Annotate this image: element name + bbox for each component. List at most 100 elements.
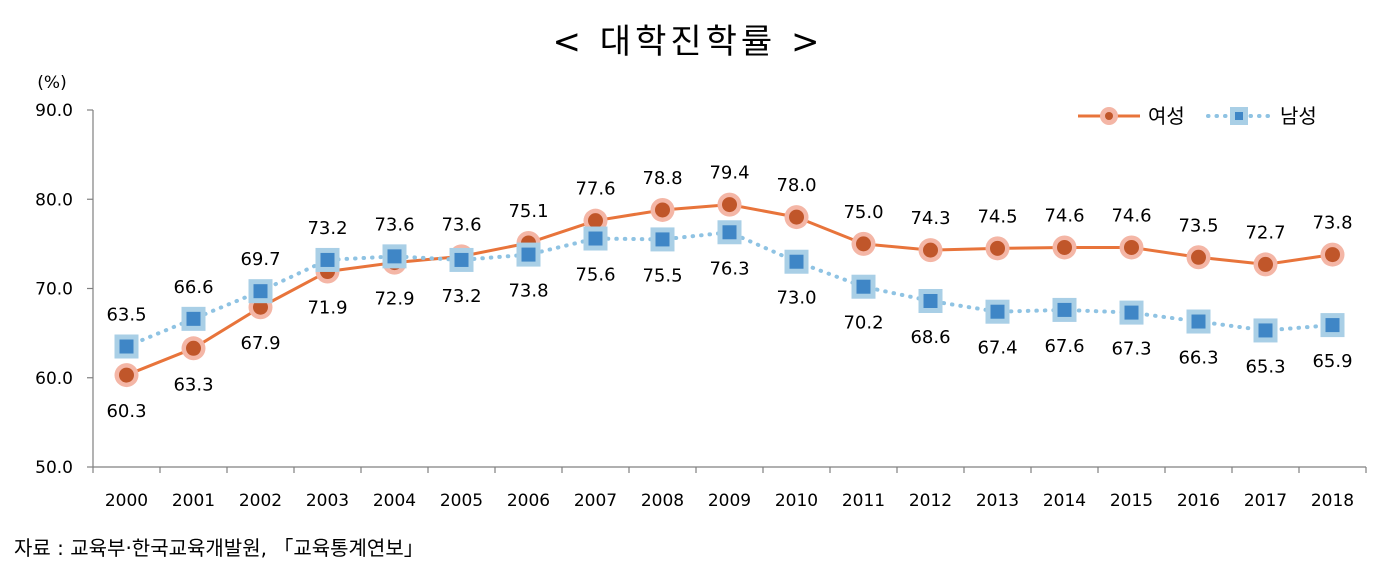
data-point-female [789, 209, 804, 225]
x-tick-label: 2003 [306, 491, 349, 511]
data-point-male [1325, 318, 1340, 333]
data-label-male: 67.6 [1044, 336, 1084, 357]
data-point-female [119, 367, 134, 383]
data-point-female [856, 236, 871, 252]
data-point-female [1258, 256, 1273, 272]
legend-label-male: 남성 [1280, 104, 1317, 128]
data-point-female [1124, 239, 1139, 255]
data-label-male: 67.4 [977, 338, 1017, 359]
data-label-male: 73.2 [307, 218, 347, 239]
data-label-female: 71.9 [307, 298, 347, 319]
x-tick-label: 2012 [909, 491, 952, 511]
data-point-female [923, 242, 938, 258]
data-point-male [186, 311, 201, 326]
source-note: 자료 : 교육부·한국교육개발원, 「교육통계연보」 [14, 536, 424, 560]
data-label-female: 74.6 [1111, 205, 1151, 226]
x-tick-label: 2018 [1311, 491, 1354, 511]
data-label-male: 66.6 [173, 277, 213, 298]
data-label-male: 66.3 [1178, 348, 1218, 369]
data-label-male: 70.2 [843, 313, 883, 334]
data-label-male: 73.6 [374, 214, 414, 235]
data-label-female: 72.9 [374, 289, 414, 310]
x-tick-label: 2008 [641, 491, 684, 511]
x-tick-label: 2000 [105, 491, 148, 511]
data-label-female: 75.0 [843, 202, 883, 223]
x-tick-label: 2017 [1244, 491, 1287, 511]
x-tick-label: 2010 [775, 491, 818, 511]
data-point-male [387, 249, 402, 264]
x-tick-label: 2002 [239, 491, 282, 511]
data-label-male: 73.8 [508, 281, 548, 302]
data-point-male [1057, 302, 1072, 317]
data-point-male [856, 279, 871, 294]
data-point-male [1258, 323, 1273, 338]
data-point-male [655, 232, 670, 247]
y-tick-label: 50.0 [35, 458, 73, 478]
data-point-male [1191, 314, 1206, 329]
data-label-female: 74.3 [910, 208, 950, 229]
y-tick-label: 80.0 [35, 190, 73, 210]
data-label-female: 67.9 [240, 333, 280, 354]
data-label-male: 67.3 [1111, 339, 1151, 360]
data-label-male: 76.3 [709, 258, 749, 279]
data-label-female: 74.5 [977, 206, 1017, 227]
data-label-female: 72.7 [1245, 222, 1285, 243]
data-point-female [1325, 247, 1340, 263]
x-tick-label: 2005 [440, 491, 483, 511]
y-unit-label: (%) [37, 73, 66, 93]
data-point-female [1191, 249, 1206, 265]
data-point-female [253, 299, 268, 315]
data-point-male [990, 304, 1005, 319]
data-label-female: 60.3 [106, 401, 146, 422]
data-label-male: 65.3 [1245, 356, 1285, 377]
data-label-male: 75.6 [575, 265, 615, 286]
x-tick-label: 2016 [1177, 491, 1220, 511]
data-label-female: 78.0 [776, 175, 816, 196]
legend-label-female: 여성 [1148, 104, 1185, 128]
data-point-female [655, 202, 670, 218]
data-label-female: 75.1 [508, 201, 548, 222]
x-tick-label: 2009 [708, 491, 751, 511]
x-tick-label: 2004 [373, 491, 416, 511]
data-label-female: 73.5 [1178, 215, 1218, 236]
data-point-female [722, 197, 737, 213]
y-tick-label: 70.0 [35, 280, 73, 300]
data-point-female [1057, 239, 1072, 255]
data-point-male [923, 293, 938, 308]
x-tick-label: 2007 [574, 491, 617, 511]
data-label-female: 79.4 [709, 163, 749, 184]
legend-marker-female [1105, 112, 1113, 120]
data-label-female: 74.6 [1044, 205, 1084, 226]
data-point-male [588, 231, 603, 246]
x-tick-label: 2006 [507, 491, 550, 511]
series-markers [114, 192, 1345, 388]
y-tick-label: 90.0 [35, 101, 73, 121]
data-point-female [186, 340, 201, 356]
data-label-female: 77.6 [575, 179, 615, 200]
data-label-male: 65.9 [1312, 351, 1352, 372]
data-point-male [1124, 305, 1139, 320]
data-point-male [119, 339, 134, 354]
data-point-female [588, 213, 603, 229]
data-point-male [320, 252, 335, 267]
data-labels: 60.3 63.5 63.3 66.6 67.9 69.7 71.9 73.2 72.9 73.6… [106, 163, 1352, 422]
data-point-female [990, 240, 1005, 256]
data-label-male: 73.0 [776, 288, 816, 309]
data-label-female: 63.3 [173, 374, 213, 395]
x-tick-label: 2015 [1110, 491, 1153, 511]
data-point-male [722, 225, 737, 240]
legend: 여성 남성 [1078, 104, 1317, 128]
y-tick-label: 60.0 [35, 369, 73, 389]
data-point-male [253, 284, 268, 299]
data-label-female: 78.8 [642, 168, 682, 189]
legend-marker-male [1235, 112, 1243, 120]
data-label-female: 73.8 [1312, 213, 1352, 234]
axes: 50.0 60.0 70.0 80.0 90.0 (%) 2000 2001 2002 2003 2… [35, 73, 1367, 511]
x-tick-label: 2013 [976, 491, 1019, 511]
data-label-male: 69.7 [240, 249, 280, 270]
x-tick-label: 2001 [172, 491, 215, 511]
data-point-male [454, 252, 469, 267]
data-point-male [521, 247, 536, 262]
data-label-male: 73.2 [441, 286, 481, 307]
